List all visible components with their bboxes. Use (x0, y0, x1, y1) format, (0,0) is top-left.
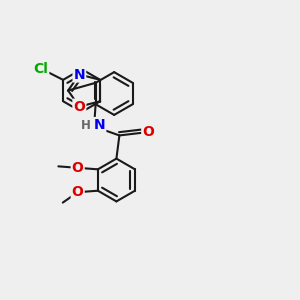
Text: O: O (142, 125, 154, 140)
Text: O: O (72, 161, 84, 175)
Text: O: O (72, 185, 84, 199)
Text: Cl: Cl (33, 61, 48, 76)
Text: O: O (74, 100, 85, 114)
Text: N: N (94, 118, 105, 132)
Text: H: H (81, 118, 91, 131)
Text: N: N (74, 68, 85, 82)
